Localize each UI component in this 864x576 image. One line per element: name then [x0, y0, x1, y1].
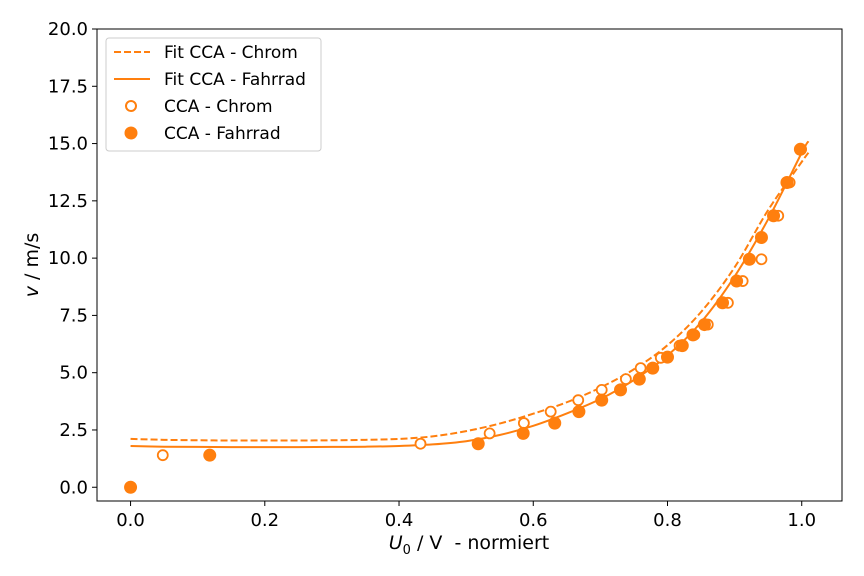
y-tick-label: 7.5 [59, 305, 88, 326]
data-point-cca-fahrrad [203, 448, 217, 462]
data-point-cca-fahrrad [614, 383, 628, 397]
data-point-cca-fahrrad [793, 142, 807, 156]
x-axis-label-rest: / V - normiert [411, 532, 549, 554]
data-point-cca-fahrrad [754, 231, 768, 245]
data-point-cca-chrom [483, 427, 496, 440]
data-point-cca-chrom [755, 253, 768, 266]
y-tick-label: 2.5 [59, 420, 88, 441]
data-point-cca-chrom [544, 405, 557, 418]
x-axis-label-sub: 0 [403, 543, 411, 558]
legend-swatch-cca-fahrrad [124, 126, 138, 140]
y-tick-label: 17.5 [48, 76, 88, 97]
legend-label-fit-chrom: Fit CCA - Chrom [164, 43, 298, 63]
data-point-cca-fahrrad [516, 426, 530, 440]
x-tick-label: 0.6 [519, 510, 548, 531]
data-point-cca-chrom [619, 373, 632, 386]
legend-label-fit-fahrrad: Fit CCA - Fahrrad [164, 70, 306, 90]
data-point-cca-chrom [634, 362, 647, 375]
data-point-cca-chrom [156, 449, 169, 462]
data-point-cca-fahrrad [632, 372, 646, 386]
data-point-cca-chrom [517, 417, 530, 429]
y-axis-label-var: v [21, 285, 43, 297]
y-tick-label: 15.0 [48, 134, 88, 155]
data-point-cca-chrom [414, 437, 427, 450]
data-point-cca-fahrrad [742, 252, 756, 266]
data-point-cca-fahrrad [548, 416, 562, 430]
x-tick-label: 0.8 [653, 510, 682, 531]
legend-box [105, 37, 322, 152]
fit-line-fit-cca-chrom [130, 152, 810, 442]
y-tick-label: 10.0 [48, 248, 88, 269]
x-tick-label: 0.0 [116, 510, 145, 531]
y-tick-label: 0.0 [59, 477, 88, 498]
data-point-cca-fahrrad [572, 405, 586, 419]
data-point-cca-fahrrad [716, 296, 730, 310]
y-tick-label: 5.0 [59, 363, 88, 384]
y-axis-label-rest: / m/s [21, 233, 43, 286]
legend-label-cca-fahrrad: CCA - Fahrrad [164, 124, 281, 144]
plot-frame [96, 28, 843, 502]
data-point-cca-fahrrad [124, 480, 138, 494]
legend: Fit CCA - Chrom Fit CCA - Fahrrad CCA - … [105, 37, 322, 152]
y-tick-label: 12.5 [48, 191, 88, 212]
x-axis-label-var: U [389, 532, 403, 554]
data-point-cca-fahrrad [675, 339, 689, 353]
legend-swatch-cca-chrom [125, 100, 137, 112]
data-point-cca-fahrrad [767, 209, 781, 223]
y-axis-label: v / m/s [21, 233, 43, 298]
y-tick-label: 20.0 [48, 19, 88, 40]
data-point-cca-chrom [572, 394, 585, 407]
data-point-cca-fahrrad [697, 318, 711, 332]
data-point-cca-fahrrad [646, 361, 660, 375]
data-point-cca-fahrrad [686, 328, 700, 342]
data-point-cca-fahrrad [595, 393, 609, 407]
x-tick-label: 0.2 [250, 510, 279, 531]
x-tick-label: 1.0 [787, 510, 816, 531]
data-point-cca-fahrrad [660, 350, 674, 364]
x-axis-label: U0 / V - normiert [389, 532, 550, 558]
data-point-cca-chrom [595, 383, 608, 396]
x-tick-label: 0.4 [385, 510, 414, 531]
data-point-cca-fahrrad [780, 176, 794, 190]
data-point-cca-fahrrad [471, 437, 485, 451]
data-point-cca-fahrrad [730, 274, 744, 288]
legend-label-cca-chrom: CCA - Chrom [164, 97, 273, 117]
